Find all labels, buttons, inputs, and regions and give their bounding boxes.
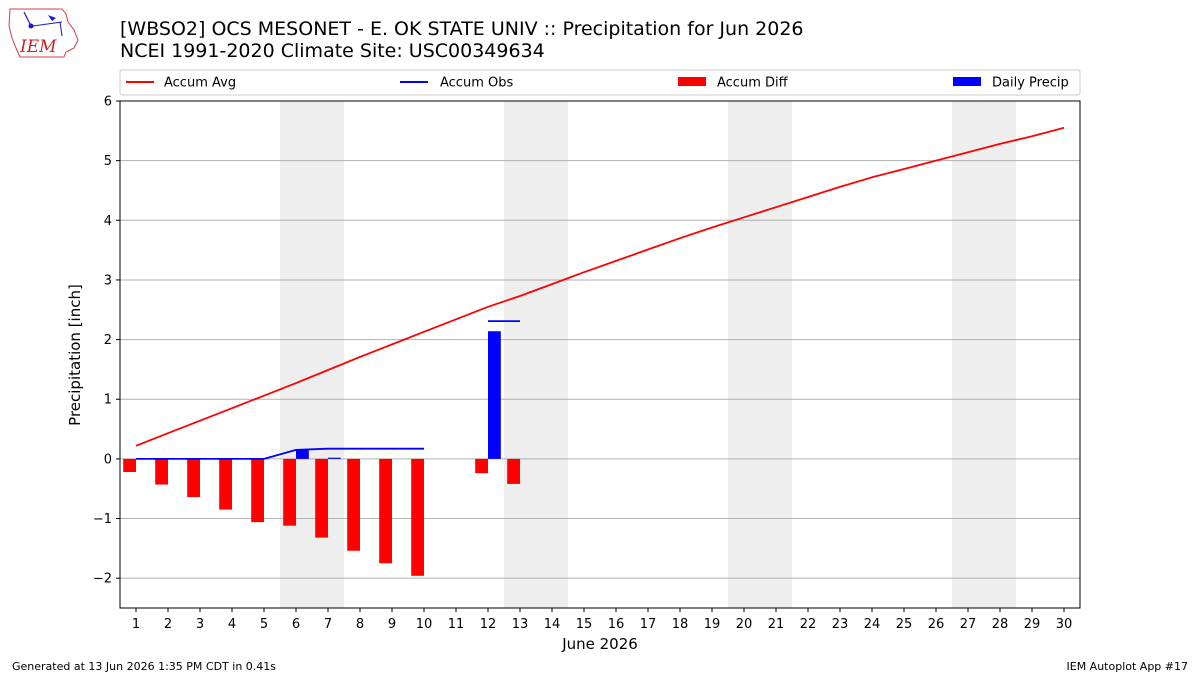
x-tick-label: 3 [196, 617, 204, 632]
x-tick-label: 4 [228, 617, 236, 632]
legend-label-daily-precip: Daily Precip [992, 76, 1069, 91]
x-tick-label: 1 [132, 617, 140, 632]
y-tick-label: 1 [104, 393, 112, 408]
accum-diff-bar-day-13 [507, 458, 520, 484]
x-tick-label: 25 [896, 617, 913, 632]
x-tick-label: 30 [1056, 617, 1073, 632]
y-tick-label: 0 [104, 452, 112, 467]
accum-diff-bar-day-6 [283, 458, 296, 526]
y-tick-label: −2 [93, 572, 112, 587]
daily-precip-bar-day-12 [488, 331, 501, 459]
x-tick-label: 13 [512, 617, 529, 632]
x-axis-label: June 2026 [561, 635, 638, 653]
x-tick-label: 14 [544, 617, 561, 632]
legend-label-accum-avg: Accum Avg [164, 76, 236, 91]
accum-diff-bar-day-9 [379, 458, 392, 564]
x-tick-label: 9 [388, 617, 396, 632]
accum-diff-bar-day-1 [123, 458, 136, 473]
footer-app-id: IEM Autoplot App #17 [1066, 660, 1189, 673]
accum-diff-bar-day-8 [347, 458, 360, 551]
weekend-band-2 [504, 101, 568, 608]
accum-diff-bar-day-12 [475, 458, 488, 474]
y-tick-label: −1 [93, 512, 112, 527]
x-tick-label: 6 [292, 617, 300, 632]
x-tick-label: 19 [704, 617, 721, 632]
daily-precip-bar-day-7 [328, 457, 341, 459]
daily-precip-bar-day-6 [296, 449, 309, 459]
x-tick-label: 5 [260, 617, 268, 632]
legend-swatch-accum-diff [678, 77, 706, 86]
y-tick-label: 6 [104, 95, 112, 110]
weekend-band-3 [728, 101, 792, 608]
x-tick-label: 10 [416, 617, 433, 632]
chart-legend: Accum Avg Accum Obs Accum Diff Daily Pre… [119, 69, 1081, 96]
x-tick-label: 22 [800, 617, 817, 632]
weekend-band-1 [280, 101, 344, 608]
y-tick-label: 3 [104, 273, 112, 288]
iem-logo-text: IEM [19, 37, 57, 57]
y-axis-label: Precipitation [inch] [66, 284, 84, 426]
accum-diff-bar-day-2 [155, 458, 168, 485]
x-tick-label: 21 [768, 617, 785, 632]
x-tick-label: 18 [672, 617, 689, 632]
x-tick-label: 27 [960, 617, 977, 632]
x-tick-label: 17 [640, 617, 657, 632]
accum-diff-bar-day-3 [187, 458, 200, 498]
footer-generated-text: Generated at 13 Jun 2026 1:35 PM CDT in … [12, 660, 277, 673]
x-tick-label: 2 [164, 617, 172, 632]
y-tick-label: 5 [104, 154, 112, 169]
accum-diff-bar-day-10 [411, 458, 424, 576]
chart-title-line-1: [WBSO2] OCS MESONET - E. OK STATE UNIV :… [120, 18, 804, 40]
x-tick-label: 26 [928, 617, 945, 632]
legend-swatch-daily-precip [953, 77, 981, 86]
x-tick-label: 23 [832, 617, 849, 632]
plot-area-frame [119, 100, 1081, 609]
accum-obs-line-1 [136, 447, 424, 460]
x-tick-label: 28 [992, 617, 1009, 632]
legend-label-accum-obs: Accum Obs [440, 76, 513, 91]
x-tick-label: 7 [324, 617, 332, 632]
weekend-band-4 [952, 101, 1016, 608]
accum-diff-bar-day-7 [315, 458, 328, 538]
y-tick-label: 4 [104, 214, 112, 229]
x-tick-label: 12 [480, 617, 497, 632]
x-tick-label: 29 [1024, 617, 1041, 632]
chart-title-line-2: NCEI 1991-2020 Climate Site: USC00349634 [120, 40, 545, 62]
accum-avg-line [135, 126, 1065, 447]
accum-diff-bar-day-4 [219, 458, 232, 510]
legend-label-accum-diff: Accum Diff [717, 76, 789, 91]
x-tick-label: 20 [736, 617, 753, 632]
accum-diff-bar-day-5 [251, 458, 264, 523]
x-tick-label: 24 [864, 617, 881, 632]
x-tick-label: 16 [608, 617, 625, 632]
y-tick-label: 2 [104, 333, 112, 348]
iem-logo: IEM [8, 8, 79, 58]
x-tick-label: 11 [448, 617, 465, 632]
x-tick-label: 15 [576, 617, 593, 632]
x-tick-label: 8 [356, 617, 364, 632]
